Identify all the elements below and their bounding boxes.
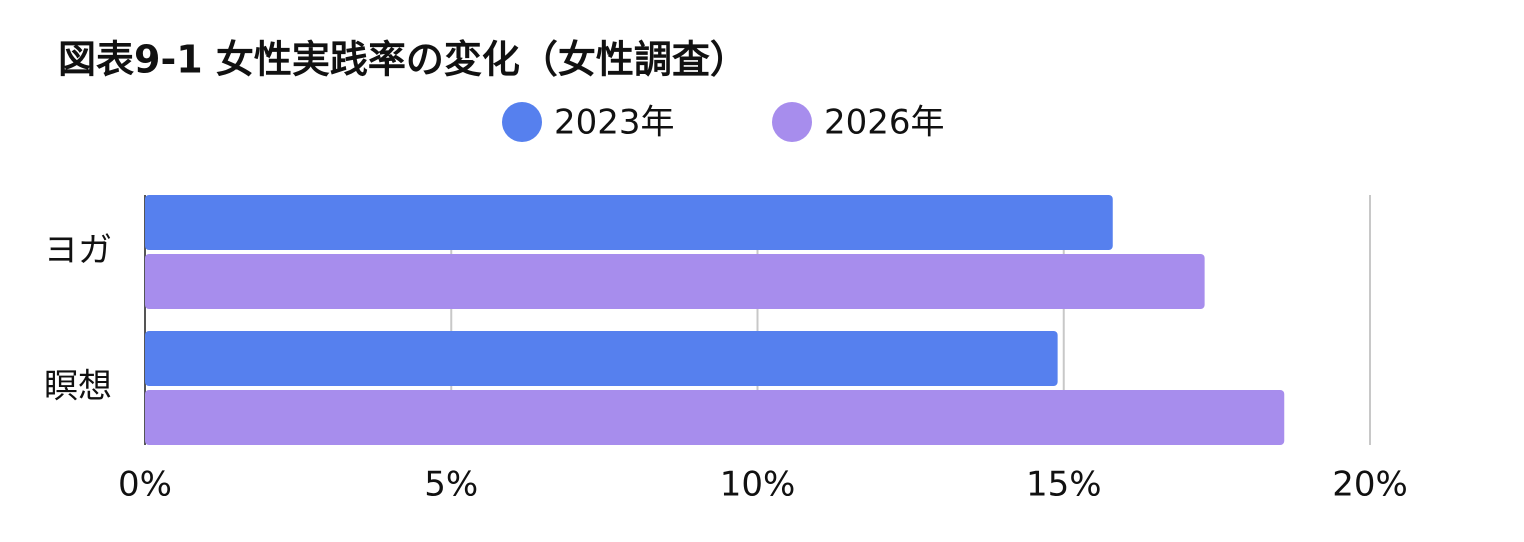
y-tick-label: ヨガ (44, 231, 112, 271)
legend-marker (502, 102, 542, 142)
x-tick-label: 20% (1332, 465, 1408, 505)
x-tick-label: 10% (720, 465, 796, 505)
bar (145, 195, 1113, 250)
x-tick-label: 0% (118, 465, 172, 505)
bar (145, 254, 1205, 309)
bar (145, 390, 1285, 445)
bar (145, 331, 1058, 386)
x-tick-label: 5% (424, 465, 478, 505)
legend-label: 2026年 (824, 103, 945, 143)
legend-marker (772, 102, 812, 142)
chart-title: 図表9-1 女性実践率の変化（女性調査） (58, 38, 748, 82)
y-tick-label: 瞑想 (44, 367, 112, 407)
legend-label: 2023年 (554, 103, 675, 143)
x-tick-label: 15% (1026, 465, 1102, 505)
